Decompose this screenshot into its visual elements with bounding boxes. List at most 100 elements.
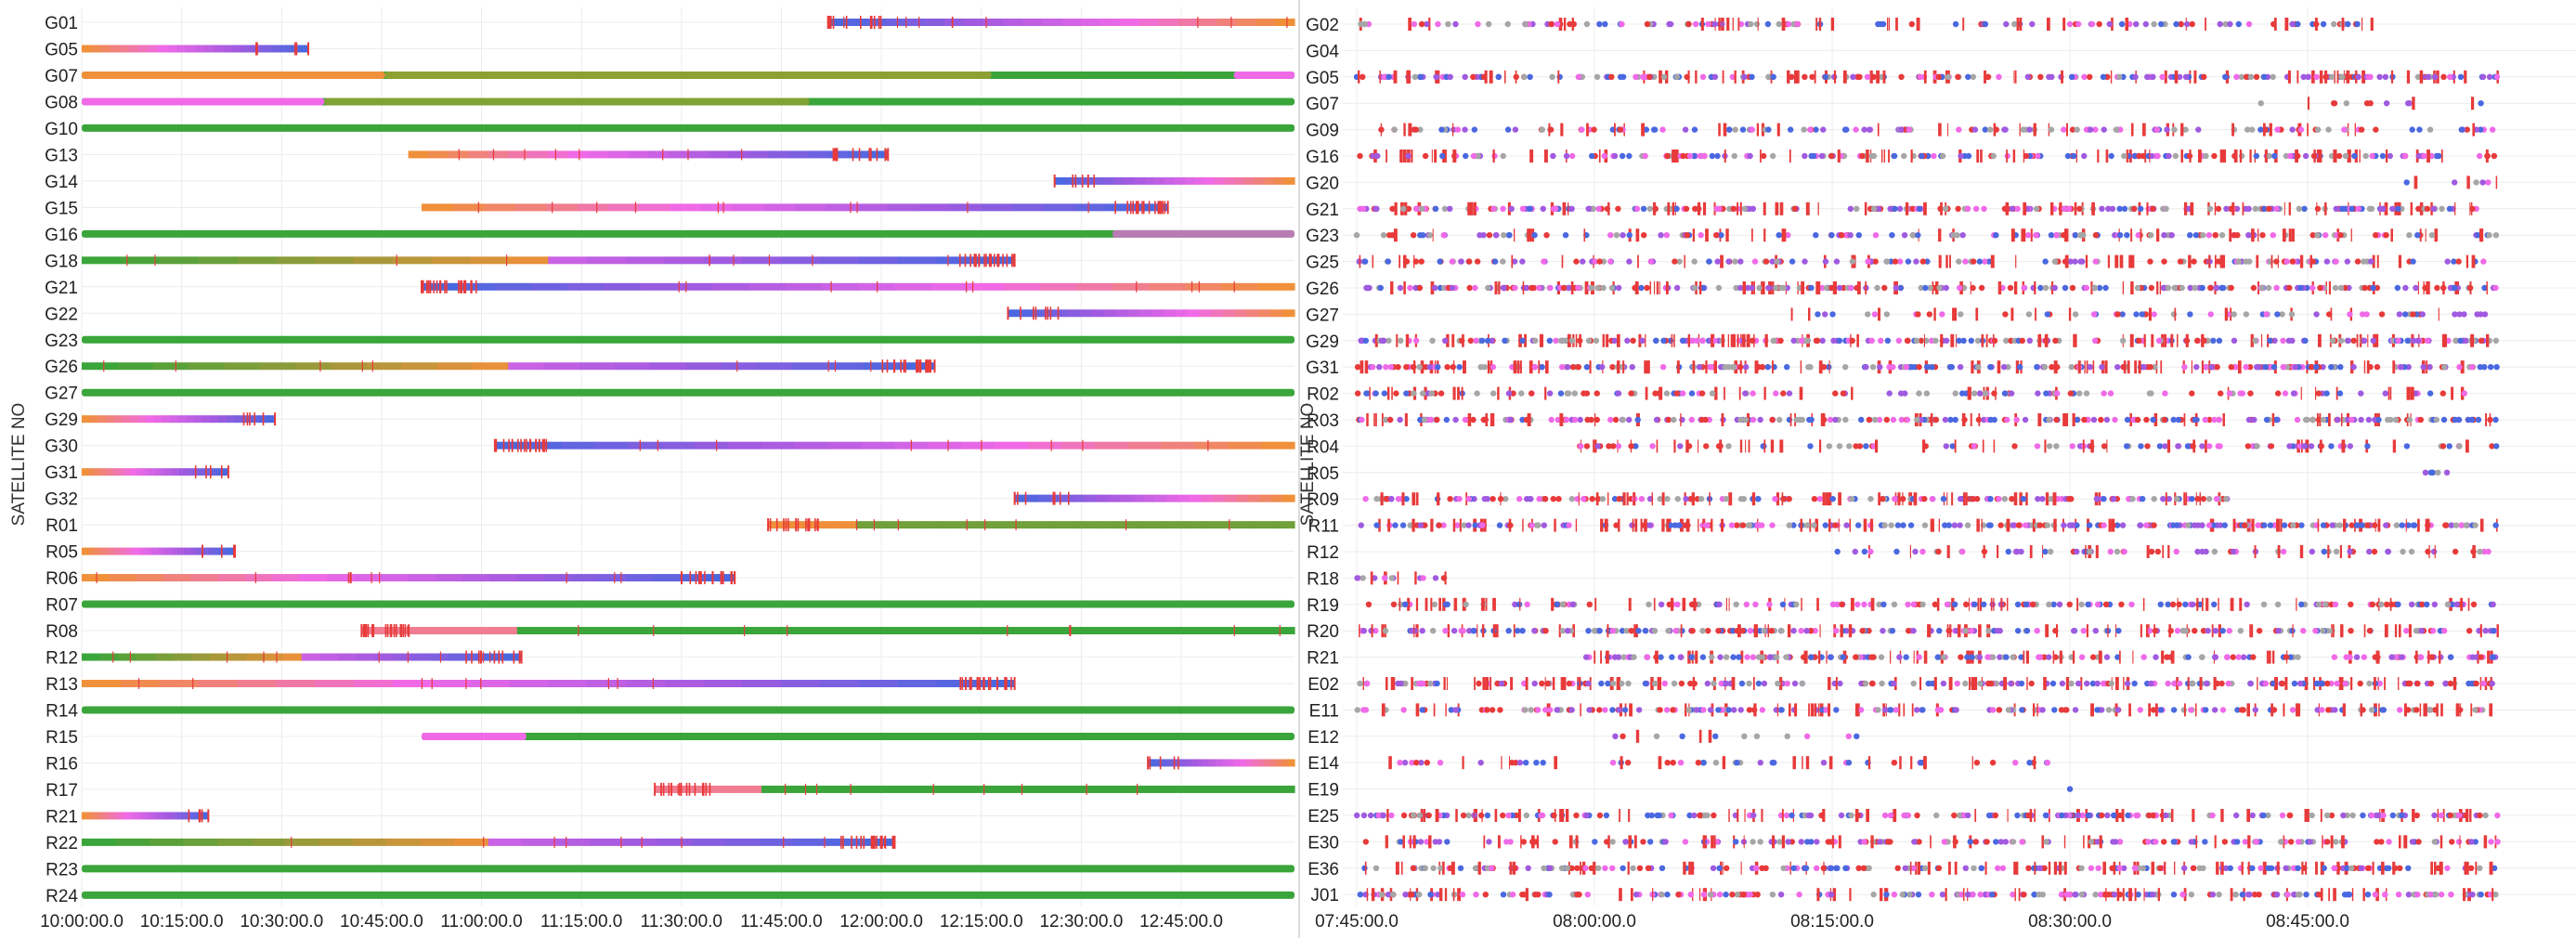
obs-point [2424,337,2431,344]
slip-mark [1691,492,1695,506]
obs-point [2007,284,2014,292]
obs-point [2222,73,2229,81]
series-segment [981,203,1013,212]
slip-mark [1856,333,1859,347]
obs-point [2290,390,2297,397]
slip-mark [2377,518,2381,532]
obs-point [2270,73,2276,81]
slip-mark [2104,360,2108,374]
obs-point [1780,390,1787,397]
series-segment [120,256,161,265]
obs-point [1370,364,1376,371]
slip-mark [1602,333,1605,347]
series-segment [366,362,403,371]
slip-mark [1632,518,1634,532]
slip-mark [1739,202,1742,215]
series-segment [428,150,449,159]
obs-point [2262,364,2270,371]
series-segment [672,627,712,635]
obs-point [1986,126,1994,133]
obs-point [2037,73,2044,81]
slip-mark [1647,360,1650,374]
obs-point [1776,20,1782,28]
obs-point [1904,416,1911,423]
obs-point [2355,73,2361,81]
series-segment [1067,309,1081,318]
series-band [82,600,1295,608]
series-segment [628,150,649,159]
series-G10 [82,124,1295,132]
series-segment [429,653,449,661]
y-tick-label: G23 [45,332,78,351]
obs-point [2377,601,2385,607]
obs-point [1888,258,1894,265]
series-segment [748,150,769,159]
obs-point [2223,205,2230,212]
obs-point [1789,258,1796,265]
obs-point [1591,126,1597,133]
slip-mark [2324,202,2327,215]
obs-point [1555,416,1561,423]
series-segment [299,574,328,582]
obs-point [1412,258,1420,265]
series-G25 [1356,254,2487,268]
obs-point [2008,390,2015,397]
obs-point [1894,522,1902,528]
series-G16 [1357,150,2498,163]
obs-point [2457,73,2465,81]
obs-point [1600,284,1607,292]
obs-point [1673,390,1681,397]
obs-point [1751,258,1759,265]
obs-point [1807,126,1814,133]
slip-mark [2231,202,2235,215]
obs-point [1870,152,1878,160]
obs-point [1822,311,1828,318]
obs-point [2119,337,2127,344]
series-segment [1270,494,1284,502]
obs-point [2239,390,2245,397]
obs-point [1548,416,1555,423]
obs-point [2050,601,2057,607]
obs-point [1420,232,1426,239]
obs-point [2401,152,2409,160]
obs-point [1665,416,1672,423]
slip-mark [2464,70,2467,84]
obs-point [1426,232,1434,239]
slip-mark [2174,307,2177,321]
x-tick-label: 08:45:00.0 [2266,912,2349,931]
slip-mark [2335,386,2338,400]
obs-point [2151,311,2157,318]
obs-point [1854,522,1862,528]
obs-point [2350,337,2357,344]
slip-mark [1373,413,1375,426]
slip-mark [2134,360,2138,374]
slip-mark [2205,18,2206,31]
slip-mark [1527,413,1529,426]
series-segment [1149,282,1187,291]
obs-point [1539,126,1545,133]
obs-point [1412,73,1419,81]
slip-mark [1807,307,1811,321]
slip-mark [1953,307,1958,321]
series-segment [1275,19,1295,26]
obs-point [1550,496,1556,502]
obs-point [2001,496,2009,502]
slip-mark [1815,281,1820,294]
obs-point [1417,126,1424,133]
series-segment [1094,441,1129,449]
obs-point [2273,205,2280,212]
obs-point [1503,496,1509,502]
obs-point [2361,337,2368,344]
series-segment [1165,759,1174,767]
series-segment [215,468,223,476]
obs-point [2403,443,2411,449]
series-segment [176,45,187,53]
obs-point [1985,258,1993,265]
obs-point [2457,337,2464,344]
series-segment [452,203,485,212]
obs-point [1465,496,1472,502]
obs-point [1672,205,1680,212]
slip-mark [2471,254,2476,268]
slip-mark [1673,439,1676,453]
series-segment [1001,785,1029,793]
